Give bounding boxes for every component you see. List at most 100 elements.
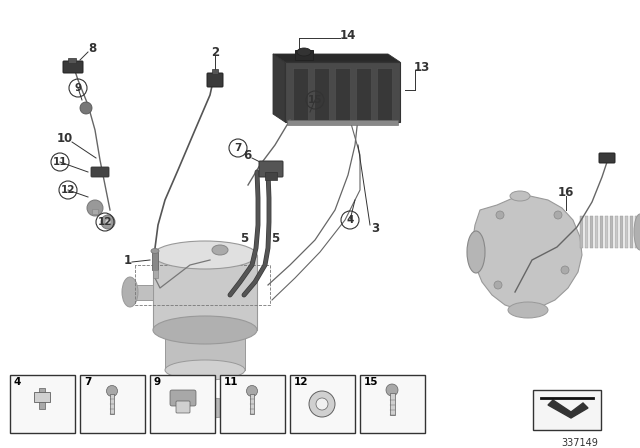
Circle shape	[101, 215, 115, 229]
Bar	[314, 68, 329, 120]
Polygon shape	[273, 54, 400, 62]
Bar	[580, 216, 583, 248]
Circle shape	[554, 211, 562, 219]
Bar	[153, 255, 257, 330]
Bar	[287, 120, 398, 125]
Circle shape	[105, 219, 111, 225]
Bar	[590, 216, 593, 248]
Bar	[390, 393, 394, 415]
Bar	[152, 252, 158, 270]
Text: 5: 5	[271, 232, 279, 245]
Ellipse shape	[297, 48, 311, 56]
Bar	[295, 50, 313, 60]
Polygon shape	[130, 285, 153, 300]
FancyBboxPatch shape	[176, 401, 190, 413]
Circle shape	[80, 102, 92, 114]
Text: 9: 9	[74, 83, 81, 93]
Text: 337149: 337149	[561, 438, 598, 448]
Bar	[615, 216, 618, 248]
Text: 11: 11	[52, 157, 67, 167]
Text: 13: 13	[414, 60, 430, 73]
Bar	[635, 216, 638, 248]
Bar	[68, 58, 76, 63]
Bar	[605, 216, 608, 248]
Ellipse shape	[153, 241, 257, 269]
Bar	[39, 402, 45, 409]
Bar	[34, 392, 50, 402]
Bar	[250, 394, 254, 414]
Bar	[360, 375, 425, 433]
Text: 12: 12	[61, 185, 76, 195]
Ellipse shape	[165, 360, 245, 380]
Bar	[356, 68, 371, 120]
Text: 1: 1	[124, 254, 132, 267]
Bar	[625, 216, 628, 248]
FancyBboxPatch shape	[91, 167, 109, 177]
Ellipse shape	[508, 302, 548, 318]
Ellipse shape	[212, 245, 228, 255]
Text: 11: 11	[224, 377, 239, 387]
Circle shape	[496, 211, 504, 219]
Text: 14: 14	[340, 29, 356, 42]
Circle shape	[246, 385, 257, 396]
Circle shape	[87, 200, 103, 216]
Text: 4: 4	[346, 215, 354, 225]
Bar	[152, 270, 157, 278]
Circle shape	[561, 266, 569, 274]
Text: 3: 3	[371, 221, 379, 234]
Bar	[285, 62, 400, 122]
Bar	[335, 68, 350, 120]
Bar	[585, 216, 588, 248]
Bar	[293, 68, 308, 120]
Circle shape	[386, 384, 398, 396]
Ellipse shape	[153, 316, 257, 344]
Bar	[92, 209, 98, 214]
Bar	[212, 69, 218, 74]
Text: 15: 15	[364, 377, 378, 387]
Circle shape	[494, 281, 502, 289]
Text: 7: 7	[84, 377, 92, 387]
Ellipse shape	[467, 231, 485, 273]
Bar	[80, 375, 145, 433]
Bar	[377, 68, 392, 120]
Bar	[265, 172, 277, 180]
Bar	[620, 216, 623, 248]
FancyBboxPatch shape	[259, 161, 283, 177]
Bar	[10, 375, 75, 433]
Text: 6: 6	[243, 148, 251, 161]
Bar	[109, 394, 115, 414]
Text: 2: 2	[211, 46, 219, 59]
Text: 8: 8	[88, 42, 96, 55]
Text: 12: 12	[294, 377, 308, 387]
FancyBboxPatch shape	[599, 153, 615, 163]
Ellipse shape	[122, 277, 138, 307]
Bar	[290, 375, 355, 433]
Text: 12: 12	[98, 217, 112, 227]
Ellipse shape	[634, 214, 640, 250]
Circle shape	[309, 391, 335, 417]
Bar	[220, 375, 285, 433]
Ellipse shape	[165, 398, 245, 418]
Circle shape	[106, 385, 118, 396]
Text: 15: 15	[308, 95, 323, 105]
Polygon shape	[472, 196, 582, 310]
FancyBboxPatch shape	[170, 390, 196, 406]
Circle shape	[316, 398, 328, 410]
Polygon shape	[273, 54, 285, 122]
Bar	[600, 216, 603, 248]
Polygon shape	[245, 385, 270, 398]
Bar	[610, 216, 613, 248]
Ellipse shape	[151, 249, 159, 254]
Text: 5: 5	[240, 232, 248, 245]
Bar	[165, 332, 245, 370]
Ellipse shape	[264, 379, 276, 405]
Bar	[533, 390, 601, 430]
Bar	[150, 375, 215, 433]
Ellipse shape	[510, 191, 530, 201]
FancyBboxPatch shape	[207, 73, 223, 87]
Polygon shape	[548, 400, 588, 418]
Bar	[595, 216, 598, 248]
Text: 4: 4	[14, 377, 21, 387]
Bar	[630, 216, 633, 248]
Text: 16: 16	[558, 185, 574, 198]
